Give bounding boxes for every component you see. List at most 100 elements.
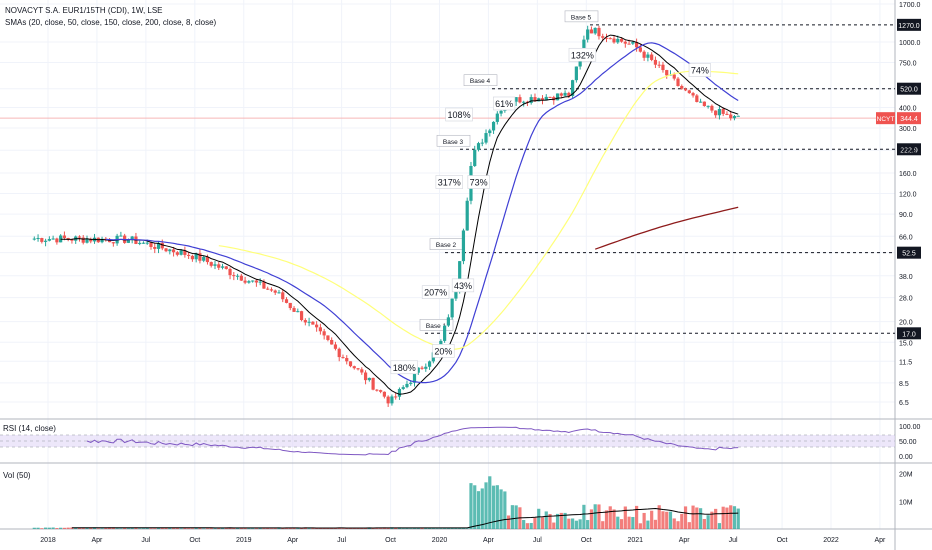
volume-bar	[341, 528, 345, 529]
x-tick-label: Jul	[141, 537, 150, 544]
volume-bar	[401, 528, 405, 529]
volume-bar	[427, 527, 432, 529]
candle-body	[382, 391, 386, 397]
volume-bar	[510, 505, 514, 529]
candle-body	[224, 266, 228, 269]
candle-body	[205, 256, 210, 263]
candle-body	[145, 242, 149, 244]
candle-body	[179, 250, 183, 255]
candle-body	[563, 92, 567, 96]
candle-body	[187, 254, 191, 256]
candle-body	[672, 74, 676, 79]
volume-bar	[296, 528, 300, 529]
volume-label: Vol (50)	[3, 471, 31, 480]
candle-body	[473, 149, 477, 166]
y-tick-label: 90.0	[899, 212, 913, 219]
candle-body	[548, 96, 552, 98]
percent-label-box	[445, 107, 473, 122]
volume-bar	[571, 518, 575, 529]
volume-bar	[262, 528, 266, 529]
volume-bar	[247, 528, 251, 529]
candle-body	[160, 242, 164, 249]
candle-body	[518, 97, 522, 103]
level-tag	[897, 246, 921, 259]
base-label-box	[419, 319, 454, 331]
candle-body	[360, 369, 364, 373]
candle-body	[141, 242, 146, 244]
volume-bar	[254, 528, 258, 529]
volume-bar	[503, 491, 507, 529]
candle-body	[480, 142, 484, 144]
candle-body	[725, 113, 729, 115]
candle-body	[721, 108, 725, 114]
candle-body	[70, 239, 74, 241]
volume-bar	[217, 528, 221, 529]
candle-body	[379, 390, 383, 392]
percent-label-box	[390, 360, 418, 375]
volume-bar	[672, 518, 676, 529]
candle-body	[126, 240, 131, 243]
candle-body	[717, 108, 722, 116]
candle-body	[476, 143, 481, 150]
volume-bar	[578, 519, 582, 529]
y-tick-label: 66.0	[899, 234, 913, 241]
volume-bar	[213, 528, 217, 529]
volume-bar	[183, 527, 187, 529]
volume-bar	[507, 515, 511, 529]
candle-body	[702, 101, 706, 107]
volume-bar	[62, 527, 67, 529]
volume-bar	[657, 505, 661, 529]
x-tick-label: 2021	[627, 537, 643, 544]
y-tick-label: 1000.0	[899, 40, 921, 47]
volume-bar	[473, 485, 477, 529]
candle-body	[341, 357, 345, 359]
candle-body	[175, 252, 179, 255]
ticker-symbol-tag	[876, 112, 895, 125]
volume-bar	[138, 528, 142, 529]
candle-body	[183, 250, 187, 255]
candle-body	[574, 66, 578, 81]
x-tick-label: Apr	[483, 537, 495, 544]
x-tick-label: Oct	[581, 537, 592, 544]
base-label-box	[564, 10, 599, 23]
volume-bar	[104, 527, 108, 529]
candle-body	[198, 253, 202, 261]
candle-body	[337, 348, 341, 358]
volume-bar	[307, 528, 311, 529]
percent-label-box	[568, 47, 597, 62]
volume-bar	[653, 519, 658, 529]
x-tick-label: Apr	[679, 537, 691, 544]
rsi-line	[86, 426, 739, 456]
candle-body	[589, 29, 594, 34]
annotations: 180% 20% 207% 43% 317% 73% 108% 61% 132% 74%	[390, 47, 711, 375]
volume-bar	[32, 527, 36, 529]
candle-body	[461, 230, 466, 262]
volume-bar	[619, 519, 624, 529]
candle-body	[488, 130, 492, 134]
volume-bar	[100, 528, 104, 529]
volume-bar	[220, 527, 225, 529]
candle-body	[691, 93, 695, 96]
sma-legend: SMAs (20, close, 50, close, 150, close, …	[5, 18, 217, 27]
volume-bar	[205, 528, 210, 529]
volume-bar	[608, 506, 612, 529]
volume-bar	[729, 505, 733, 529]
x-tick-label: 2020	[432, 537, 448, 544]
volume-bar	[555, 513, 560, 529]
candle-body	[51, 238, 55, 240]
candle-body	[540, 98, 545, 101]
y-tick-label: 1700.0	[899, 2, 921, 9]
candle-body	[36, 237, 40, 239]
percent-label-box	[451, 278, 475, 293]
candle-body	[646, 54, 650, 58]
volume-bar	[284, 527, 289, 529]
volume-bar	[153, 528, 157, 529]
candle-body	[443, 325, 447, 341]
volume-bar	[552, 522, 556, 529]
x-tick-label: Oct	[777, 537, 788, 544]
y-tick-label: 28.0	[899, 296, 913, 303]
candle-body	[220, 266, 225, 268]
candle-body	[386, 396, 390, 404]
